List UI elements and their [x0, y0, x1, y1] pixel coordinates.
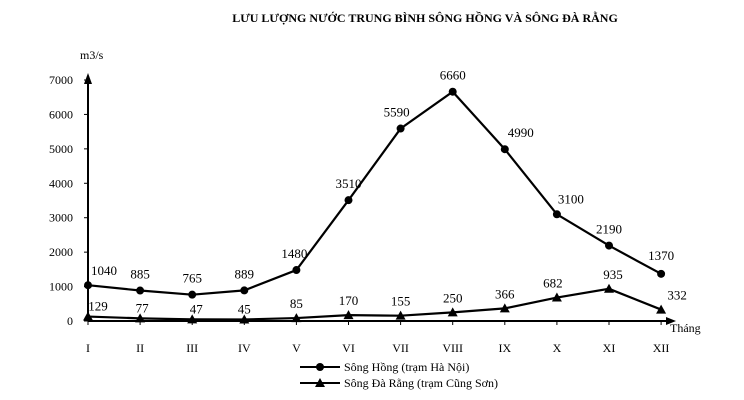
- data-label: 2190: [596, 222, 622, 237]
- data-label: 170: [339, 293, 359, 308]
- data-point: [343, 310, 354, 320]
- data-point: [656, 304, 667, 314]
- data-point: [396, 124, 405, 133]
- y-tick-label: 5000: [49, 142, 73, 156]
- x-tick-label: III: [186, 341, 198, 355]
- legend-marker: [316, 363, 324, 371]
- data-point: [83, 311, 93, 321]
- y-tick-label: 1000: [49, 280, 73, 294]
- x-tick-label: V: [292, 341, 301, 355]
- x-tick-label: VII: [392, 341, 409, 355]
- data-label: 366: [495, 286, 515, 301]
- data-point: [395, 310, 406, 320]
- series-layer: 1040 885 765 889 1480 3510 5590 6660 4990 3100 219…: [83, 68, 687, 324]
- data-point: [552, 210, 561, 219]
- legend-item: Sông Đà Rằng (trạm Cũng Sơn): [300, 376, 498, 390]
- x-tick-label: XI: [603, 341, 616, 355]
- data-label: 885: [130, 267, 150, 282]
- data-label: 765: [182, 271, 202, 286]
- data-label: 129: [88, 299, 108, 314]
- y-tick-label: 0: [67, 314, 73, 328]
- data-label: 45: [238, 301, 251, 316]
- data-label: 250: [443, 290, 463, 305]
- legend-label: Sông Hồng (trạm Hà Nội): [344, 360, 469, 374]
- data-label: 85: [290, 296, 303, 311]
- legend-marker: [315, 378, 325, 387]
- data-point: [187, 314, 198, 324]
- y-tick-label: 7000: [49, 73, 73, 87]
- x-tick-label: VI: [342, 341, 355, 355]
- data-point: [500, 145, 509, 154]
- x-tick-label: IX: [498, 341, 511, 355]
- data-label: 3100: [558, 191, 584, 206]
- data-point: [292, 266, 301, 275]
- legend-item: Sông Hồng (trạm Hà Nội): [300, 360, 469, 374]
- data-point: [605, 241, 613, 250]
- x-tick-label: X: [553, 341, 562, 355]
- x-tick-label: XII: [653, 341, 670, 355]
- data-label: 6660: [440, 68, 466, 83]
- legend: Sông Hồng (trạm Hà Nội) Sông Đà Rằng (trạ…: [300, 360, 498, 390]
- y-tick-label: 4000: [49, 176, 73, 190]
- data-label: 155: [391, 294, 411, 309]
- data-point: [448, 87, 457, 96]
- x-tick-label: VIII: [442, 341, 463, 355]
- data-label: 1040: [91, 263, 117, 278]
- series-song-hong: 1040 885 765 889 1480 3510 5590 6660 4990 3100 219…: [84, 68, 674, 299]
- data-label: 889: [235, 266, 255, 281]
- data-point: [344, 196, 353, 205]
- data-label: 332: [667, 288, 687, 303]
- data-label: 4990: [508, 125, 534, 140]
- x-tick-label: I: [86, 341, 90, 355]
- y-tick-label: 2000: [49, 245, 73, 259]
- x-tick-label: IV: [238, 341, 251, 355]
- data-point: [136, 286, 145, 295]
- data-point: [604, 283, 614, 293]
- data-point: [188, 290, 197, 299]
- data-label: 1480: [281, 246, 307, 261]
- data-label: 47: [190, 301, 204, 316]
- x-axis-arrow: [666, 317, 676, 325]
- data-label: 935: [603, 267, 623, 282]
- data-label: 77: [136, 300, 150, 315]
- data-point: [239, 314, 250, 324]
- series-song-da-rang: 129 77 47 45 85 170 155 250 366 682 935 332: [83, 267, 687, 324]
- y-axis-unit: m3/s: [80, 48, 104, 62]
- y-axis-ticks: 0 1000 2000 3000 4000 5000 6000 7000: [49, 73, 88, 328]
- x-axis-ticks: I II III IV V VI VII VIII IX X XI XII: [86, 321, 669, 355]
- chart-title: LƯU LƯỢNG NƯỚC TRUNG BÌNH SÔNG HỒNG VÀ S…: [232, 10, 618, 25]
- data-point: [240, 286, 249, 295]
- data-point: [135, 313, 146, 323]
- data-point: [657, 269, 666, 278]
- data-point: [447, 307, 458, 317]
- axes: [84, 73, 676, 325]
- data-label: 5590: [384, 105, 410, 120]
- y-tick-label: 3000: [49, 211, 73, 225]
- data-point: [551, 292, 562, 302]
- y-tick-label: 6000: [49, 107, 73, 121]
- data-label: 1370: [648, 248, 674, 263]
- data-point: [291, 313, 302, 323]
- y-axis-arrow: [84, 73, 92, 84]
- data-label: 682: [543, 276, 563, 291]
- data-point: [84, 281, 92, 290]
- series-line: [87, 287, 662, 321]
- series-line: [87, 90, 662, 296]
- legend-label: Sông Đà Rằng (trạm Cũng Sơn): [344, 376, 498, 390]
- x-axis-label: Tháng: [670, 321, 701, 335]
- data-point: [499, 303, 510, 313]
- data-label: 3510: [336, 176, 362, 191]
- x-tick-label: II: [136, 341, 144, 355]
